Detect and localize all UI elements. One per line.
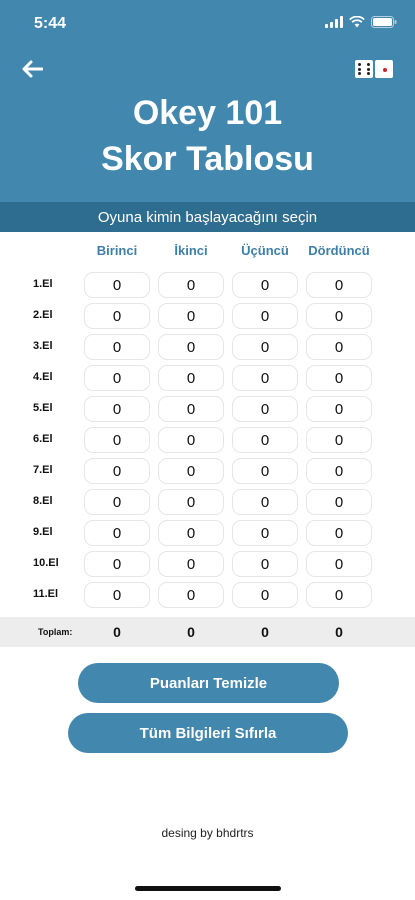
table-row: 3.El 0 0 0 0: [0, 334, 415, 360]
page-title: Okey 101 Skor Tablosu: [0, 90, 415, 182]
score-input[interactable]: 0: [158, 458, 224, 484]
table-row: 10.El 0 0 0 0: [0, 551, 415, 577]
score-input[interactable]: 0: [84, 489, 150, 515]
title-line-1: Okey 101: [132, 94, 283, 132]
back-button[interactable]: [18, 57, 46, 81]
status-icons: [325, 16, 397, 28]
score-input[interactable]: 0: [306, 582, 372, 608]
totals-label: Toplam:: [38, 627, 73, 637]
score-input[interactable]: 0: [232, 582, 298, 608]
score-input[interactable]: 0: [158, 551, 224, 577]
score-input[interactable]: 0: [84, 303, 150, 329]
row-label: 4.El: [33, 371, 53, 383]
score-input[interactable]: 0: [84, 396, 150, 422]
score-input[interactable]: 0: [232, 334, 298, 360]
dice-button[interactable]: [355, 60, 393, 78]
table-row: 8.El 0 0 0 0: [0, 489, 415, 515]
score-input[interactable]: 0: [84, 334, 150, 360]
score-input[interactable]: 0: [84, 272, 150, 298]
table-row: 2.El 0 0 0 0: [0, 303, 415, 329]
clear-scores-button[interactable]: Puanları Temizle: [78, 663, 339, 703]
score-input[interactable]: 0: [232, 396, 298, 422]
table-row: 6.El 0 0 0 0: [0, 427, 415, 453]
score-input[interactable]: 0: [306, 427, 372, 453]
total-value: 0: [187, 624, 195, 640]
score-input[interactable]: 0: [84, 520, 150, 546]
header: 5:44 Okey 101 Skor Tablosu Oyuna: [0, 0, 415, 232]
row-label: 8.El: [33, 495, 53, 507]
score-input[interactable]: 0: [84, 365, 150, 391]
score-input[interactable]: 0: [158, 334, 224, 360]
score-input[interactable]: 0: [306, 396, 372, 422]
row-label: 9.El: [33, 526, 53, 538]
column-headers: Birinci İkinci Üçüncü Dördüncü: [0, 243, 415, 263]
score-input[interactable]: 0: [84, 582, 150, 608]
table-row: 9.El 0 0 0 0: [0, 520, 415, 546]
score-input[interactable]: 0: [158, 582, 224, 608]
row-label: 2.El: [33, 309, 53, 321]
column-header-birinci[interactable]: Birinci: [96, 243, 138, 258]
column-header-ucuncu[interactable]: Üçüncü: [241, 243, 289, 258]
score-input[interactable]: 0: [84, 458, 150, 484]
table-row: 7.El 0 0 0 0: [0, 458, 415, 484]
total-value: 0: [113, 624, 121, 640]
row-label: 1.El: [33, 278, 53, 290]
total-value: 0: [261, 624, 269, 640]
total-value: 0: [335, 624, 343, 640]
score-input[interactable]: 0: [306, 520, 372, 546]
score-input[interactable]: 0: [158, 489, 224, 515]
dice-icon: [355, 60, 373, 78]
table-row: 1.El 0 0 0 0: [0, 272, 415, 298]
column-header-dorduncu[interactable]: Dördüncü: [308, 243, 370, 258]
score-input[interactable]: 0: [232, 551, 298, 577]
score-input[interactable]: 0: [158, 303, 224, 329]
row-label: 11.El: [33, 588, 59, 600]
score-input[interactable]: 0: [232, 458, 298, 484]
signal-icon: [325, 16, 343, 28]
score-input[interactable]: 0: [232, 303, 298, 329]
wifi-icon: [349, 16, 365, 28]
start-player-prompt[interactable]: Oyuna kimin başlayacağını seçin: [0, 202, 415, 232]
score-input[interactable]: 0: [158, 365, 224, 391]
dice-icon: [375, 60, 393, 78]
score-input[interactable]: 0: [158, 272, 224, 298]
status-time: 5:44: [34, 15, 67, 32]
score-input[interactable]: 0: [306, 458, 372, 484]
score-input[interactable]: 0: [232, 272, 298, 298]
table-row: 5.El 0 0 0 0: [0, 396, 415, 422]
score-input[interactable]: 0: [158, 520, 224, 546]
score-input[interactable]: 0: [306, 272, 372, 298]
score-input[interactable]: 0: [232, 520, 298, 546]
row-label: 10.El: [33, 557, 59, 569]
score-input[interactable]: 0: [232, 489, 298, 515]
arrow-left-icon: [22, 60, 43, 78]
table-row: 4.El 0 0 0 0: [0, 365, 415, 391]
score-input[interactable]: 0: [306, 365, 372, 391]
status-bar: 5:44: [0, 0, 415, 48]
row-label: 7.El: [33, 464, 53, 476]
score-input[interactable]: 0: [158, 427, 224, 453]
score-input[interactable]: 0: [306, 551, 372, 577]
score-input[interactable]: 0: [232, 427, 298, 453]
reset-all-button[interactable]: Tüm Bilgileri Sıfırla: [68, 713, 348, 753]
battery-icon: [371, 16, 397, 28]
totals-row: Toplam: 0 0 0 0: [0, 617, 415, 647]
row-label: 5.El: [33, 402, 53, 414]
score-input[interactable]: 0: [84, 551, 150, 577]
row-label: 3.El: [33, 340, 53, 352]
home-indicator[interactable]: [135, 886, 281, 891]
table-row: 11.El 0 0 0 0: [0, 582, 415, 608]
score-input[interactable]: 0: [306, 303, 372, 329]
score-input[interactable]: 0: [232, 365, 298, 391]
score-input[interactable]: 0: [306, 334, 372, 360]
score-input[interactable]: 0: [158, 396, 224, 422]
row-label: 6.El: [33, 433, 53, 445]
score-input[interactable]: 0: [306, 489, 372, 515]
title-line-2: Skor Tablosu: [101, 140, 314, 178]
footer-credit: desing by bhdrtrs: [161, 826, 254, 840]
column-header-ikinci[interactable]: İkinci: [174, 243, 208, 258]
score-input[interactable]: 0: [84, 427, 150, 453]
